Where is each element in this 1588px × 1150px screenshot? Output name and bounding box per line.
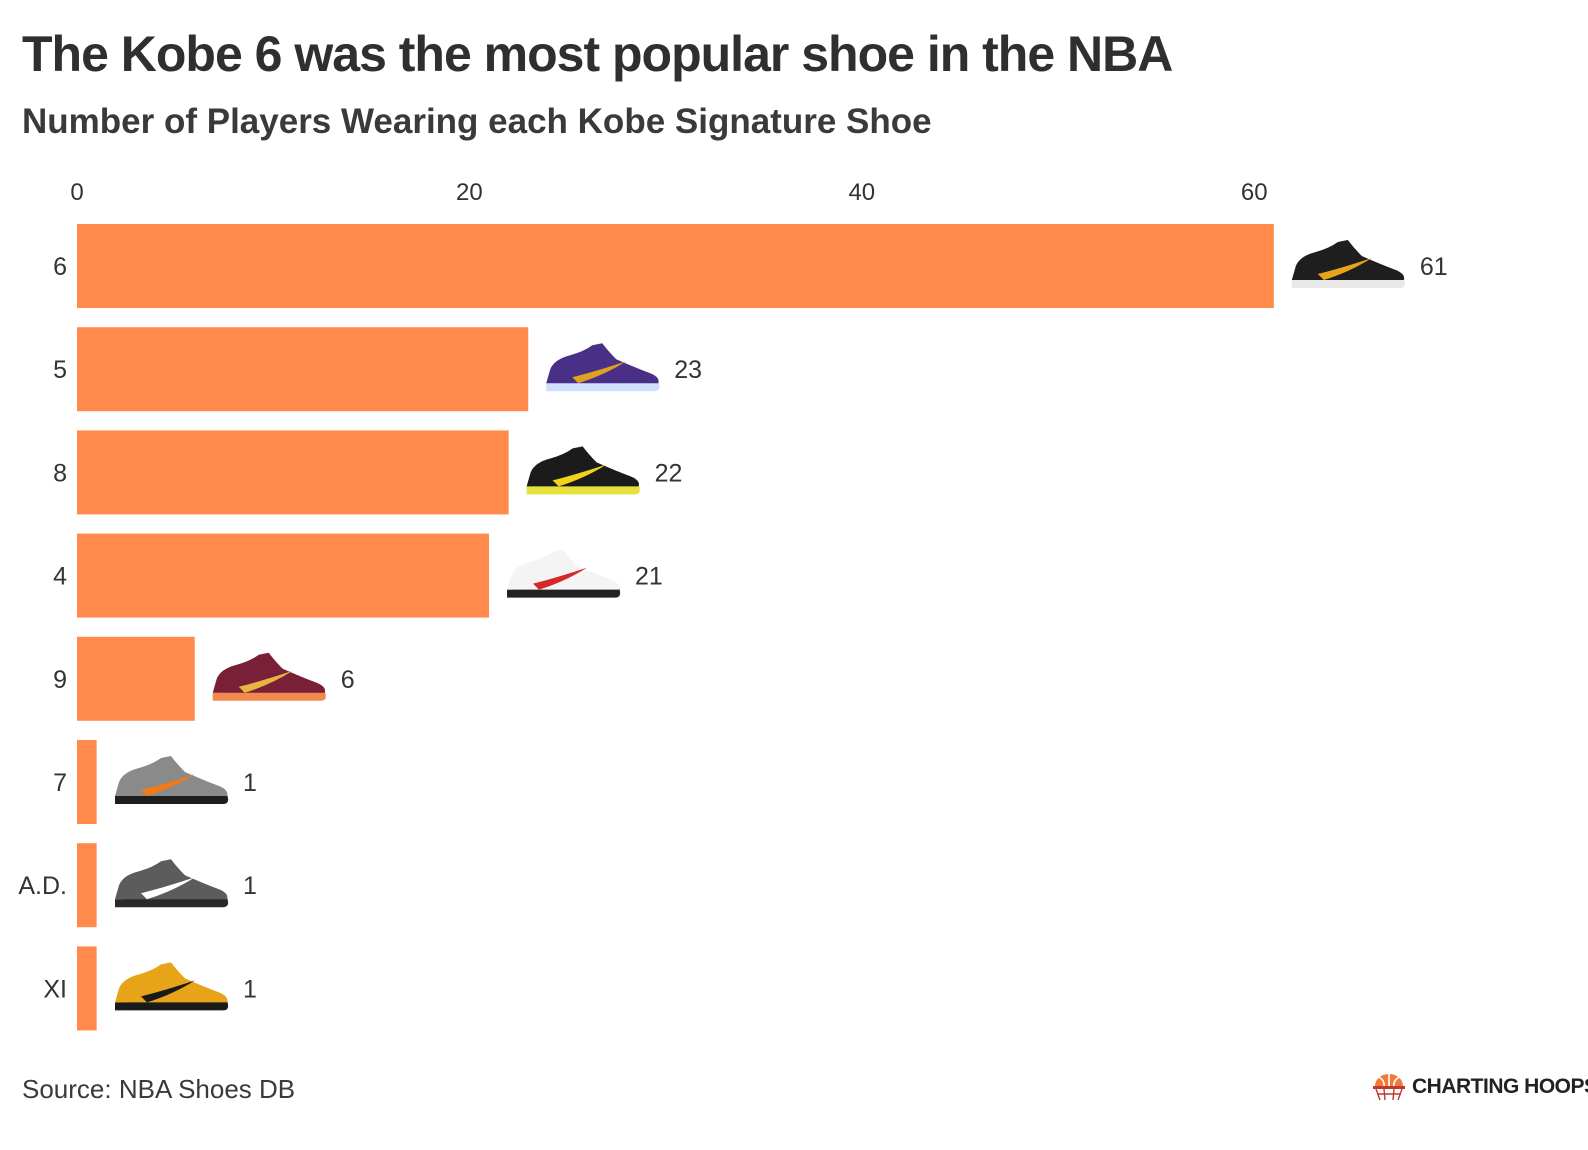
shoe-swoosh	[552, 464, 607, 487]
shoe-upper	[526, 446, 639, 487]
shoe-swoosh	[141, 774, 195, 796]
chart-title: The Kobe 6 was the most popular shoe in …	[22, 26, 1173, 82]
shoe-upper	[115, 859, 228, 900]
shoe-icon	[115, 756, 229, 804]
value-label: 23	[674, 356, 702, 384]
bar	[77, 843, 97, 928]
category-label: 8	[53, 459, 67, 487]
shoe-icon	[507, 549, 621, 598]
bar-chart: 0 20 40 60 6 61 5 23 8 22 4 21 9 6 7 1 A.D. 1 XI 1	[18, 179, 1448, 1031]
shoe-icon	[546, 343, 660, 392]
shoe-upper	[1291, 240, 1405, 280]
value-label: 1	[243, 975, 257, 1003]
bar	[77, 327, 529, 412]
shoe-swoosh	[572, 361, 627, 384]
category-label: 6	[53, 253, 67, 281]
value-label: 1	[243, 872, 257, 900]
brand-name: CHARTING HOOPS	[1412, 1075, 1588, 1098]
bar	[77, 533, 490, 618]
shoe-swoosh	[238, 670, 293, 693]
shoe-upper	[507, 549, 620, 590]
source-note: Source: NBA Shoes DB	[22, 1074, 296, 1104]
shoe-sole	[115, 897, 229, 908]
shoe-upper	[546, 343, 659, 384]
shoe-upper	[115, 756, 228, 796]
bar	[77, 636, 195, 721]
x-tick-label: 0	[70, 179, 83, 206]
shoe-sole	[115, 1000, 229, 1011]
bar	[77, 946, 97, 1031]
brand-logo: CHARTING HOOPS	[1372, 1072, 1588, 1102]
shoe-icon	[212, 652, 326, 701]
bar	[77, 224, 1274, 308]
value-label: 21	[635, 563, 663, 591]
category-label: 9	[53, 666, 67, 694]
basketball-hoop-icon	[1373, 1074, 1405, 1101]
shoe-icon	[1291, 240, 1405, 288]
bar	[77, 430, 509, 515]
shoe-sole	[526, 484, 640, 495]
category-label: 7	[53, 769, 67, 797]
category-label: XI	[43, 975, 67, 1003]
category-label: A.D.	[18, 872, 67, 900]
chart-subtitle: Number of Players Wearing each Kobe Sign…	[22, 102, 932, 141]
x-tick-label: 40	[848, 179, 875, 206]
shoe-icon	[115, 962, 229, 1011]
shoe-sole	[115, 794, 229, 804]
shoe-icon	[115, 859, 229, 908]
category-label: 4	[53, 563, 67, 591]
shoe-swoosh	[533, 567, 588, 590]
shoe-sole	[1291, 278, 1405, 288]
value-label: 61	[1420, 253, 1448, 281]
shoe-upper	[212, 652, 326, 693]
shoe-sole	[507, 587, 621, 598]
bar	[77, 740, 97, 824]
x-tick-label: 60	[1241, 179, 1268, 206]
value-label: 1	[243, 769, 257, 797]
shoe-sole	[212, 690, 326, 701]
shoe-swoosh	[1317, 258, 1372, 280]
x-tick-label: 20	[456, 179, 483, 206]
shoe-sole	[546, 381, 660, 392]
value-label: 22	[655, 459, 683, 487]
shoe-swoosh	[141, 980, 195, 1003]
value-label: 6	[341, 666, 355, 694]
category-label: 5	[53, 356, 67, 384]
shoe-upper	[115, 962, 228, 1003]
shoe-swoosh	[141, 877, 195, 900]
shoe-icon	[526, 446, 640, 495]
